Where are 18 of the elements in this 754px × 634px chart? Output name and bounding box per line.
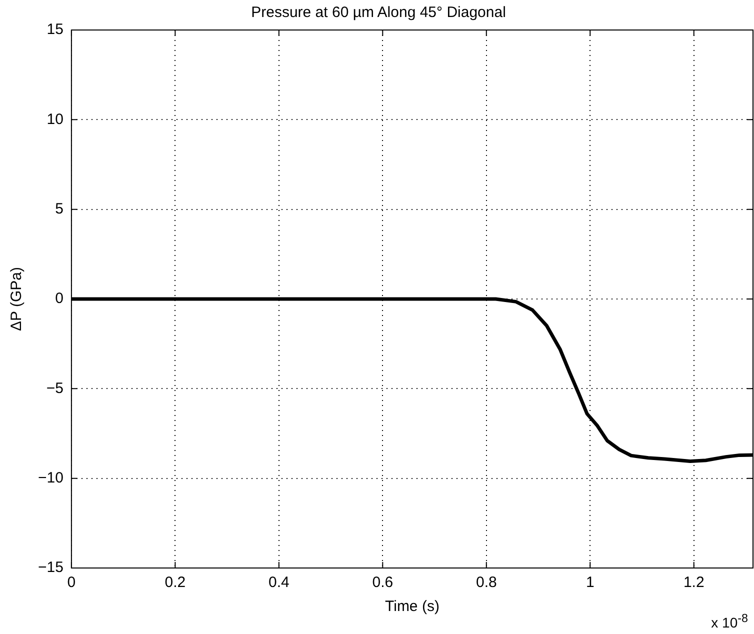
y-tick-label: 10 bbox=[46, 110, 64, 128]
y-tick-label: −10 bbox=[38, 469, 64, 486]
chart-title: Pressure at 60 µm Along 45° Diagonal bbox=[251, 4, 506, 22]
y-tick-label: 15 bbox=[46, 21, 64, 38]
y-tick-label: 5 bbox=[55, 200, 64, 218]
y-axis-title: ΔP (GPa) bbox=[8, 267, 26, 331]
x-tick-label: 0.4 bbox=[268, 574, 290, 592]
y-tick-label: −15 bbox=[38, 559, 64, 576]
x-tick-label: 1.2 bbox=[683, 574, 704, 592]
x-tick-label: 0 bbox=[67, 574, 76, 592]
x-tick-label: 0.8 bbox=[476, 574, 497, 592]
y-tick-label: 0 bbox=[55, 290, 64, 308]
text: x 10$^{-8}$ bbox=[711, 611, 748, 632]
y-tick-label: −5 bbox=[46, 380, 64, 397]
x-tick-label: 0.2 bbox=[164, 574, 186, 592]
x-tick-label: 1 bbox=[586, 574, 594, 592]
x-tick-label: 0.6 bbox=[372, 574, 394, 592]
x-axis-title: Time (s) bbox=[385, 598, 440, 616]
